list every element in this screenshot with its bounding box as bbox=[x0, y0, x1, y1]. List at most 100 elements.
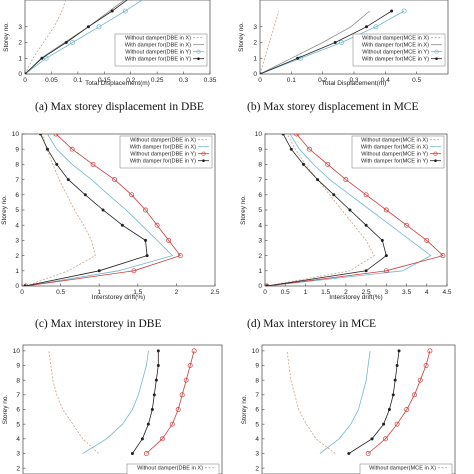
series-point bbox=[25, 72, 27, 74]
series-point bbox=[423, 363, 429, 368]
x-tick-label: 2 bbox=[175, 289, 179, 296]
y-tick-label: 10 bbox=[12, 131, 20, 138]
series-point bbox=[417, 377, 423, 383]
series-point bbox=[43, 55, 49, 61]
x-tick-label: 0.25 bbox=[151, 77, 164, 84]
series-point bbox=[390, 9, 394, 13]
series-point bbox=[365, 451, 371, 456]
x-axis-label: Interstorey drift(%) bbox=[92, 294, 145, 301]
series-point bbox=[333, 41, 337, 45]
series-point bbox=[395, 364, 399, 368]
x-tick-label: 0.5 bbox=[412, 77, 421, 84]
caption-d: (d) Max interstorey in MCE bbox=[247, 318, 376, 330]
y-tick-label: 8 bbox=[258, 162, 262, 169]
y-tick-label: 4 bbox=[255, 436, 259, 443]
series-point bbox=[393, 378, 397, 382]
series-point bbox=[373, 24, 379, 30]
series-point bbox=[143, 207, 148, 213]
x-tick-label: 4.5 bbox=[442, 289, 451, 296]
legend-entry: Without damper(DBE in X) bbox=[137, 466, 203, 472]
y-tick-label: 2 bbox=[253, 40, 257, 47]
legend-entry: Without damper(DBE in X) bbox=[125, 36, 191, 42]
series-point bbox=[387, 408, 391, 411]
y-tick-label: 2 bbox=[255, 465, 259, 472]
series-line-3 bbox=[25, 0, 128, 74]
legend-marker bbox=[196, 49, 201, 54]
y-tick-label: 6 bbox=[16, 407, 20, 414]
legend-entry: With damper for(DBE in X) bbox=[125, 43, 191, 49]
y-tick-label: 6 bbox=[255, 407, 259, 414]
series-point bbox=[64, 41, 68, 45]
series-point bbox=[440, 253, 446, 259]
series-line-1 bbox=[25, 134, 174, 286]
series-point bbox=[145, 254, 149, 258]
y-tick-label: 5 bbox=[255, 421, 259, 428]
caption-c: (c) Max interstorey in DBE bbox=[35, 318, 161, 330]
y-tick-label: 5 bbox=[16, 421, 20, 428]
series-point bbox=[120, 223, 124, 227]
x-tick-label: 3 bbox=[385, 289, 389, 296]
legend-marker bbox=[434, 159, 437, 162]
y-tick-label: 1 bbox=[18, 55, 22, 62]
series-point bbox=[191, 348, 197, 354]
x-tick-label: 2 bbox=[344, 289, 348, 296]
x-tick-label: 4 bbox=[425, 289, 429, 296]
series-point bbox=[281, 134, 285, 136]
y-tick-label: 0 bbox=[18, 71, 22, 78]
y-tick-label: 7 bbox=[255, 392, 259, 399]
series-point bbox=[265, 284, 269, 286]
series-point bbox=[412, 392, 417, 398]
y-tick-label: 3 bbox=[258, 238, 262, 245]
x-tick-label: 0 bbox=[23, 77, 27, 84]
legend-entry: With damper for(DBE in X) bbox=[130, 145, 196, 151]
chart-panel-1: 0 1 2 3 0 0.1 0.2 0.3 0.4 0.5 Total Displacement(m… bbox=[238, 0, 449, 87]
y-tick-label: 3 bbox=[253, 24, 257, 31]
series-point bbox=[296, 56, 300, 60]
legend-marker bbox=[435, 57, 438, 60]
x-tick-label: 2.5 bbox=[210, 289, 219, 296]
series-line-2 bbox=[367, 350, 431, 454]
y-tick-label: 0 bbox=[258, 283, 262, 290]
y-tick-label: 6 bbox=[15, 192, 19, 199]
legend-entry: With damper for(DBE in Y) bbox=[130, 159, 196, 165]
series-line-0 bbox=[48, 350, 99, 454]
series-line-1 bbox=[348, 350, 400, 454]
y-tick-label: 0 bbox=[15, 283, 19, 290]
series-point bbox=[66, 178, 70, 182]
legend-box bbox=[114, 33, 208, 67]
series-point bbox=[424, 237, 430, 243]
x-tick-label: 0 bbox=[263, 289, 267, 296]
series-point bbox=[55, 162, 59, 166]
series-point bbox=[159, 436, 165, 442]
y-axis-label: Storey no. bbox=[241, 394, 248, 424]
legend-entry: Without damper(MCE in Y) bbox=[361, 152, 428, 158]
series-point bbox=[69, 146, 75, 152]
legend-entry: Without damper(MCE in X) bbox=[369, 466, 436, 472]
x-tick-label: 0.4 bbox=[381, 77, 390, 84]
series-point bbox=[23, 284, 27, 286]
series-point bbox=[343, 177, 349, 183]
series-line-2 bbox=[146, 350, 195, 454]
y-tick-label: 2 bbox=[258, 253, 262, 260]
y-tick-label: 8 bbox=[255, 377, 259, 384]
legend-marker bbox=[197, 57, 200, 60]
x-tick-label: 0.15 bbox=[98, 77, 111, 84]
x-tick-label: 0.2 bbox=[126, 77, 135, 84]
series-point bbox=[45, 147, 49, 151]
y-tick-label: 6 bbox=[258, 192, 262, 199]
legend-entry: With damper for(MCE in X) bbox=[361, 145, 428, 151]
series-line-2 bbox=[25, 134, 181, 286]
x-tick-label: 0.3 bbox=[349, 77, 358, 84]
legend-entry: Without damper(DBE in Y) bbox=[130, 152, 196, 158]
legend-marker bbox=[433, 151, 438, 156]
x-tick-label: 0.2 bbox=[318, 77, 327, 84]
series-point bbox=[404, 407, 410, 412]
series-point bbox=[146, 422, 150, 426]
y-tick-label: 3 bbox=[15, 238, 19, 245]
legend-box bbox=[359, 463, 453, 474]
series-point bbox=[156, 349, 160, 353]
legend-entry: With damper for(MCE in Y) bbox=[362, 57, 429, 63]
series-point bbox=[391, 393, 395, 397]
series-line-0 bbox=[260, 10, 280, 74]
y-axis-label: Storey no. bbox=[1, 195, 8, 225]
